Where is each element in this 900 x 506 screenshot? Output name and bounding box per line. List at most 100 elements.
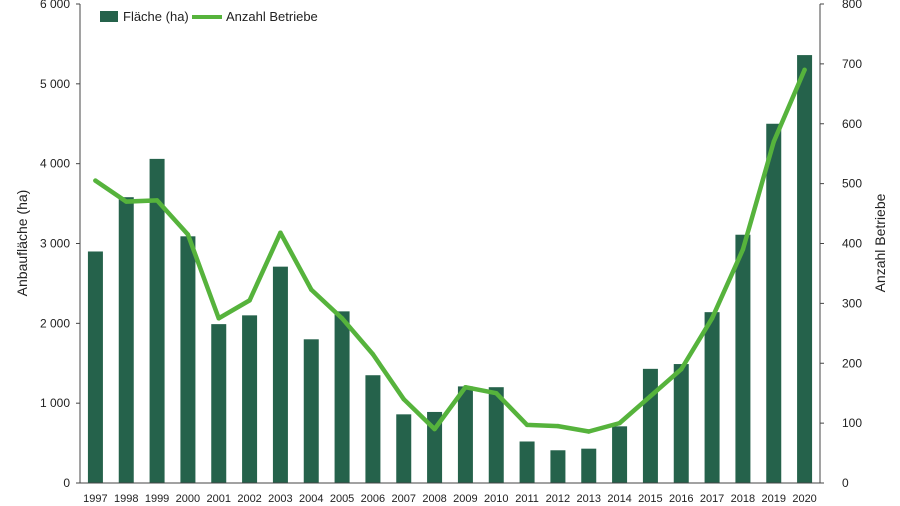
x-tick-label: 2016 [669, 493, 693, 505]
line-point-2018 [740, 247, 746, 252]
line-series [93, 67, 807, 434]
line-point-2000 [185, 232, 191, 237]
line-point-2013 [586, 429, 591, 434]
x-tick-label: 2003 [268, 493, 292, 505]
legend-line-label: Anzahl Betriebe [226, 9, 318, 24]
right-tick-label: 100 [842, 416, 862, 430]
line-point-1998 [124, 199, 129, 204]
x-tick-label: 2009 [453, 493, 477, 505]
line-point-2015 [648, 393, 653, 399]
x-tick-label: 2011 [515, 493, 539, 505]
line-point-2011 [524, 422, 530, 428]
left-tick-label: 0 [63, 476, 70, 490]
left-axis-title: Anbaufläche (ha) [14, 190, 30, 297]
left-tick-label: 6 000 [40, 0, 70, 11]
line-point-1997 [93, 178, 98, 183]
bar-2020 [797, 55, 813, 484]
x-tick-label: 1998 [114, 493, 138, 505]
x-tick-label: 2012 [546, 493, 570, 505]
bar-2004 [303, 339, 319, 483]
bar-2013 [581, 448, 597, 483]
right-tick-label: 800 [842, 0, 862, 11]
x-tick-label: 2004 [299, 493, 323, 505]
x-tick-label: 2015 [638, 493, 662, 505]
right-tick-label: 700 [842, 57, 862, 71]
bar-2000 [180, 236, 196, 483]
bar-2010 [488, 387, 504, 483]
bar-2005 [334, 311, 350, 483]
x-tick-label: 2006 [361, 493, 385, 505]
line-anzahl-betriebe [93, 67, 807, 434]
line-point-2004 [309, 287, 314, 292]
x-tick-label: 2008 [422, 493, 446, 505]
right-tick-label: 0 [842, 476, 849, 490]
bar-2003 [272, 266, 288, 483]
line-point-2016 [679, 367, 684, 372]
bar-1997 [87, 251, 103, 483]
line-point-2002 [247, 298, 252, 303]
x-tick-label: 2000 [176, 493, 200, 505]
line-point-2001 [216, 316, 221, 321]
line-point-2014 [617, 420, 622, 426]
bar-2011 [519, 441, 535, 483]
line-point-2009 [463, 385, 468, 390]
x-tick-label: 2007 [392, 493, 416, 505]
right-axis-title: Anzahl Betriebe [872, 193, 888, 292]
right-tick-label: 600 [842, 117, 862, 131]
left-tick-label: 4 000 [40, 157, 70, 171]
line-point-2020 [802, 67, 807, 73]
x-tick-label: 1999 [145, 493, 169, 505]
bar-1998 [118, 197, 134, 483]
bar-2015 [642, 368, 658, 483]
right-axis-ticks: 0 100 200 300 400 500 600 700 800 [820, 0, 862, 490]
line-point-2010 [494, 390, 499, 396]
bar-2008 [427, 411, 443, 483]
legend: Fläche (ha) Anzahl Betriebe [100, 9, 318, 24]
left-tick-label: 5 000 [40, 77, 70, 91]
bar-2017 [704, 312, 720, 483]
line-point-2008 [432, 426, 437, 432]
bar-2014 [612, 426, 628, 483]
x-tick-label: 2013 [577, 493, 601, 505]
bar-2018 [735, 234, 751, 483]
x-tick-label: 2017 [700, 493, 724, 505]
left-axis-ticks: 0 1 000 2 000 3 000 4 000 5 000 6 000 [40, 0, 80, 490]
line-point-2012 [555, 423, 561, 429]
line-point-2005 [339, 316, 345, 321]
bar-2016 [673, 364, 689, 483]
bar-2009 [457, 386, 473, 483]
bar-2001 [211, 324, 227, 483]
right-tick-label: 500 [842, 177, 862, 191]
x-tick-label: 2018 [731, 493, 755, 505]
legend-bar-swatch [100, 11, 118, 22]
left-tick-label: 3 000 [40, 237, 70, 251]
line-point-1999 [154, 198, 160, 203]
x-axis-ticks: 1997 1998 1999 2000 2001 2002 2003 2004 2005 2006… [83, 493, 817, 505]
bar-2006 [365, 375, 381, 483]
right-tick-label: 200 [842, 356, 862, 370]
x-tick-label: 2019 [762, 493, 786, 505]
x-tick-label: 2001 [207, 493, 231, 505]
line-point-2007 [401, 396, 406, 402]
bar-2002 [242, 315, 258, 483]
line-point-2003 [278, 230, 283, 235]
bar-2019 [766, 123, 782, 483]
x-tick-label: 2020 [792, 493, 816, 505]
bar-2007 [396, 414, 412, 483]
line-point-2019 [771, 139, 776, 144]
line-point-2017 [709, 316, 715, 321]
line-point-2006 [370, 352, 376, 357]
x-tick-label: 2005 [330, 493, 354, 505]
left-tick-label: 1 000 [40, 396, 70, 410]
x-tick-label: 2002 [237, 493, 261, 505]
x-tick-label: 1997 [83, 493, 107, 505]
left-tick-label: 2 000 [40, 316, 70, 330]
x-tick-label: 2010 [484, 493, 508, 505]
x-tick-label: 2014 [607, 493, 631, 505]
right-tick-label: 400 [842, 237, 862, 251]
bar-series [87, 55, 813, 484]
legend-bar-label: Fläche (ha) [123, 9, 189, 24]
bar-2012 [550, 450, 566, 483]
bar-1999 [149, 158, 165, 483]
